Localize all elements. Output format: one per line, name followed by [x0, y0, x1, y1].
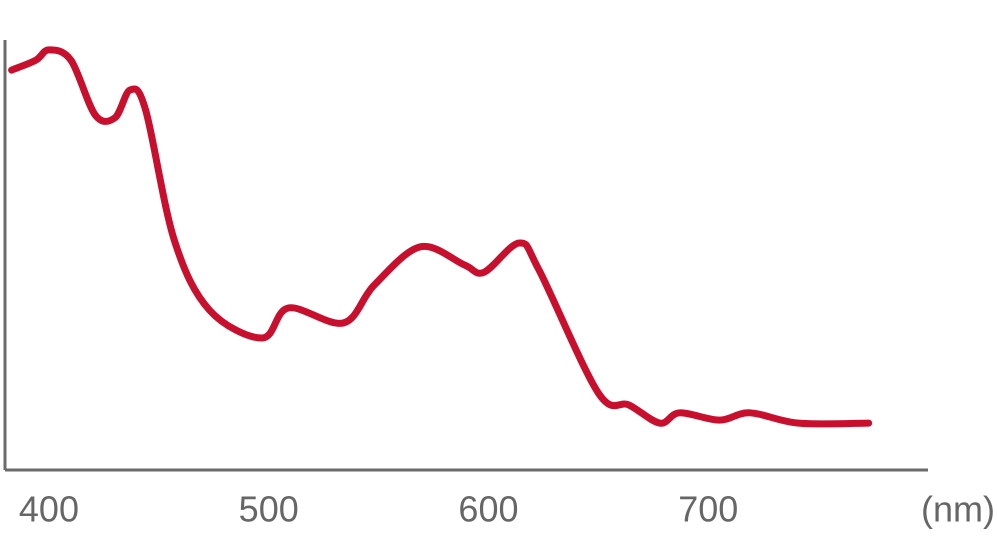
x-tick-label: 500 — [239, 489, 299, 530]
x-tick-label: 700 — [678, 489, 738, 530]
series-line — [8, 46, 873, 428]
x-tick-label: 400 — [19, 489, 79, 530]
x-tick-label: 600 — [458, 489, 518, 530]
x-axis-label: (nm) — [921, 489, 995, 530]
